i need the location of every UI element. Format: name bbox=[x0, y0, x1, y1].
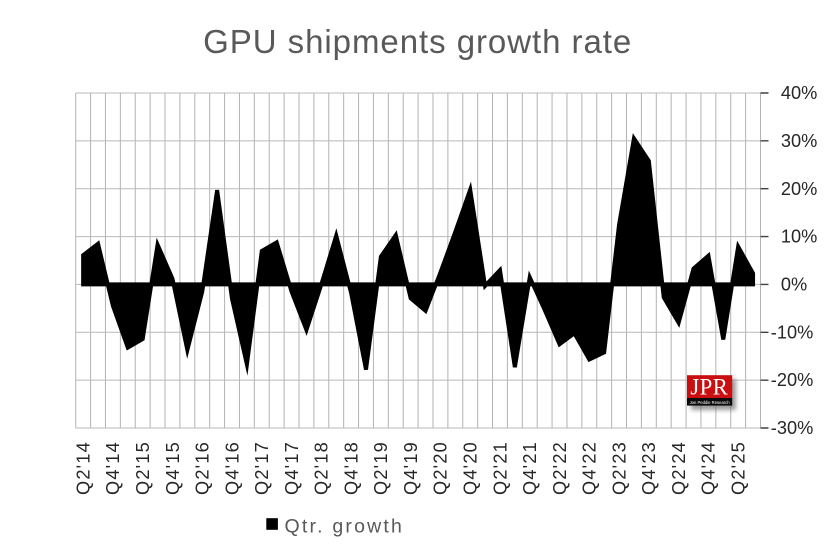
svg-text:Q2'18: Q2'18 bbox=[312, 441, 332, 495]
svg-text:Q4'17: Q4'17 bbox=[282, 441, 302, 495]
svg-text:Q4'19: Q4'19 bbox=[401, 441, 421, 495]
svg-text:Q2'24: Q2'24 bbox=[669, 441, 689, 495]
svg-text:Q4'21: Q4'21 bbox=[520, 441, 540, 495]
svg-text:40%: 40% bbox=[781, 83, 817, 103]
svg-text:Q2'15: Q2'15 bbox=[133, 441, 153, 495]
svg-text:Q2'21: Q2'21 bbox=[490, 441, 510, 495]
svg-text:Q4'15: Q4'15 bbox=[163, 441, 183, 495]
svg-text:Q2'23: Q2'23 bbox=[609, 441, 629, 495]
svg-text:Q2'14: Q2'14 bbox=[73, 441, 93, 495]
svg-text:Q2'20: Q2'20 bbox=[431, 441, 451, 495]
svg-text:Q4'20: Q4'20 bbox=[461, 441, 481, 495]
svg-text:Q2'16: Q2'16 bbox=[193, 441, 213, 495]
svg-text:Q4'18: Q4'18 bbox=[341, 441, 361, 495]
svg-text:Q4'14: Q4'14 bbox=[103, 441, 123, 495]
svg-text:-30%: -30% bbox=[771, 418, 813, 438]
svg-text:Q2'19: Q2'19 bbox=[371, 441, 391, 495]
svg-text:Q4'23: Q4'23 bbox=[639, 441, 659, 495]
svg-text:Jon Peddie Research: Jon Peddie Research bbox=[690, 400, 731, 405]
svg-text:0%: 0% bbox=[781, 275, 807, 295]
svg-text:JPR: JPR bbox=[690, 375, 728, 400]
svg-text:GPU shipments growth rate: GPU shipments growth rate bbox=[203, 23, 632, 60]
svg-text:30%: 30% bbox=[781, 131, 817, 151]
svg-text:Q2'22: Q2'22 bbox=[550, 441, 570, 495]
svg-text:Qtr. growth: Qtr. growth bbox=[285, 515, 405, 537]
svg-text:-20%: -20% bbox=[771, 370, 813, 390]
svg-text:Q4'16: Q4'16 bbox=[222, 441, 242, 495]
svg-text:Q2'25: Q2'25 bbox=[728, 441, 748, 495]
svg-text:-10%: -10% bbox=[771, 322, 813, 342]
svg-text:Q4'22: Q4'22 bbox=[580, 441, 600, 495]
svg-text:Q4'24: Q4'24 bbox=[699, 441, 719, 495]
svg-text:10%: 10% bbox=[781, 227, 817, 247]
svg-text:20%: 20% bbox=[781, 179, 817, 199]
svg-text:Q2'17: Q2'17 bbox=[252, 441, 272, 495]
